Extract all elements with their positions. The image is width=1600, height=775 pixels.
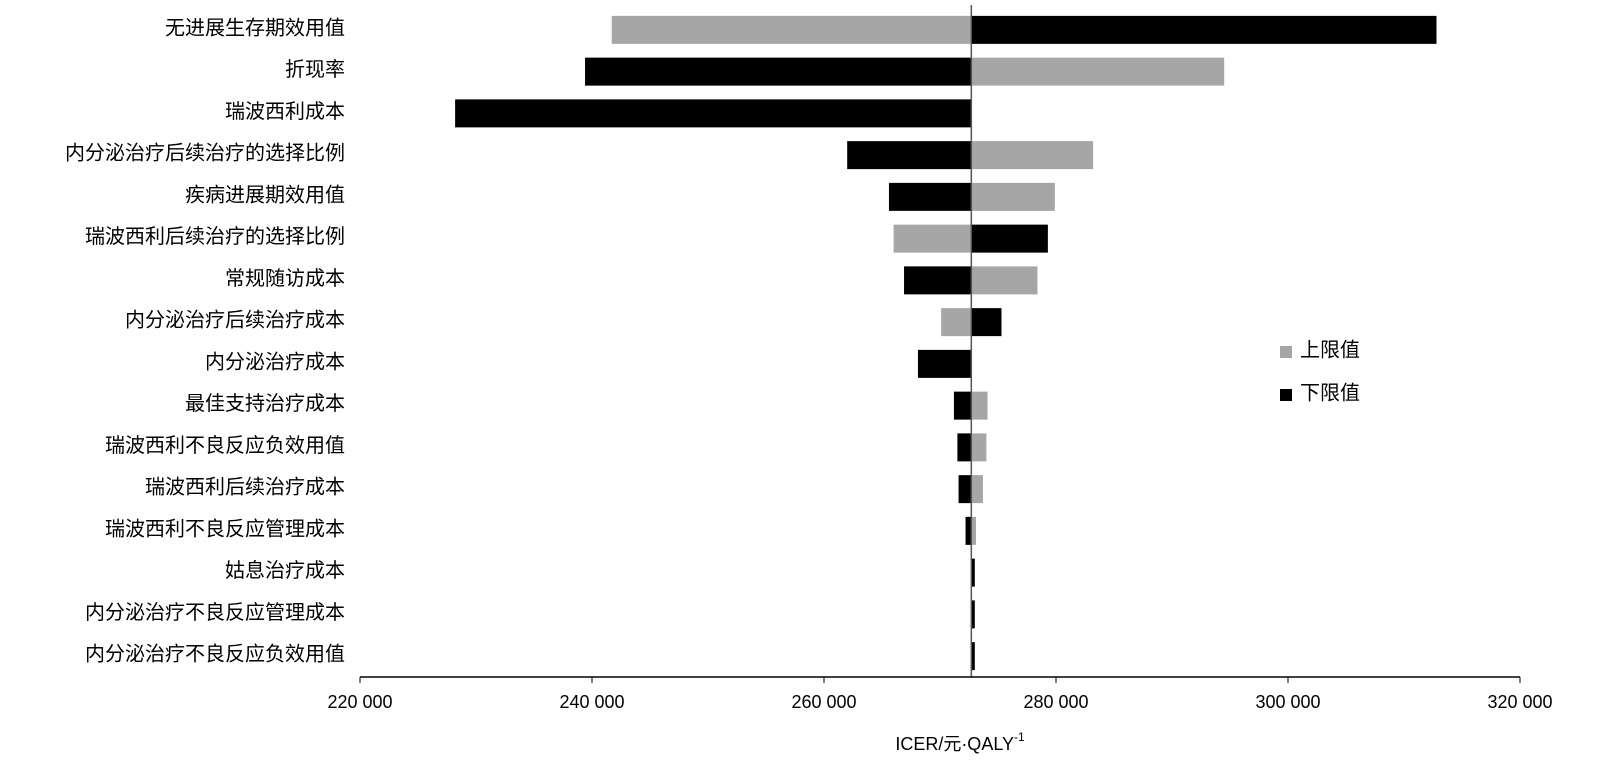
bar <box>971 600 975 629</box>
bar <box>893 224 972 253</box>
bar <box>971 57 1225 86</box>
category-label: 姑息治疗成本 <box>225 559 345 582</box>
bar <box>958 475 972 504</box>
category-label: 内分泌治疗后续治疗的选择比例 <box>65 142 345 165</box>
category-label: 无进展生存期效用值 <box>165 16 345 39</box>
category-label: 内分泌治疗成本 <box>205 350 345 373</box>
category-label: 疾病进展期效用值 <box>185 183 345 206</box>
legend-swatch <box>1280 389 1292 401</box>
bar <box>971 475 983 504</box>
bar <box>971 516 976 545</box>
x-tick-label: 300 000 <box>1255 692 1320 712</box>
category-label: 最佳支持治疗成本 <box>185 392 345 415</box>
x-tick-label: 320 000 <box>1487 692 1552 712</box>
category-label: 瑞波西利不良反应负效用值 <box>105 434 345 457</box>
bar <box>965 516 972 545</box>
bar <box>957 433 972 462</box>
bar <box>971 558 975 587</box>
category-label: 瑞波西利成本 <box>225 100 345 123</box>
bar <box>888 182 972 211</box>
category-label: 内分泌治疗后续治疗成本 <box>125 309 345 332</box>
bar <box>971 182 1055 211</box>
x-axis-label-sup: -1 <box>1014 730 1025 744</box>
bar <box>611 15 972 44</box>
bar <box>941 308 972 337</box>
bar <box>971 15 1437 44</box>
bar <box>971 308 1002 337</box>
category-label: 瑞波西利后续治疗的选择比例 <box>85 225 345 248</box>
bar <box>585 57 972 86</box>
bar <box>971 642 975 671</box>
legend-swatch <box>1280 346 1292 358</box>
bar <box>917 349 972 378</box>
legend-label: 下限值 <box>1300 382 1360 405</box>
x-tick-label: 280 000 <box>1023 692 1088 712</box>
bar <box>971 266 1038 295</box>
category-label: 瑞波西利后续治疗成本 <box>145 476 345 499</box>
category-label: 内分泌治疗不良反应管理成本 <box>85 601 345 624</box>
x-axis-label-main: ICER/元·QALY <box>895 734 1014 754</box>
bar <box>971 433 987 462</box>
legend-label: 上限值 <box>1300 339 1360 362</box>
category-label: 瑞波西利不良反应管理成本 <box>105 517 345 540</box>
bar <box>847 141 972 170</box>
x-tick-label: 260 000 <box>791 692 856 712</box>
bar <box>455 99 972 128</box>
bar <box>971 141 1094 170</box>
bar <box>953 391 972 420</box>
bar <box>971 224 1048 253</box>
category-label: 折现率 <box>285 58 345 81</box>
category-label: 内分泌治疗不良反应负效用值 <box>85 643 345 666</box>
x-tick-label: 220 000 <box>327 692 392 712</box>
bar <box>971 391 988 420</box>
x-axis-label: ICER/元·QALY-1 <box>895 730 1025 754</box>
category-label: 常规随访成本 <box>225 267 345 290</box>
x-tick-label: 240 000 <box>559 692 624 712</box>
bar <box>904 266 972 295</box>
